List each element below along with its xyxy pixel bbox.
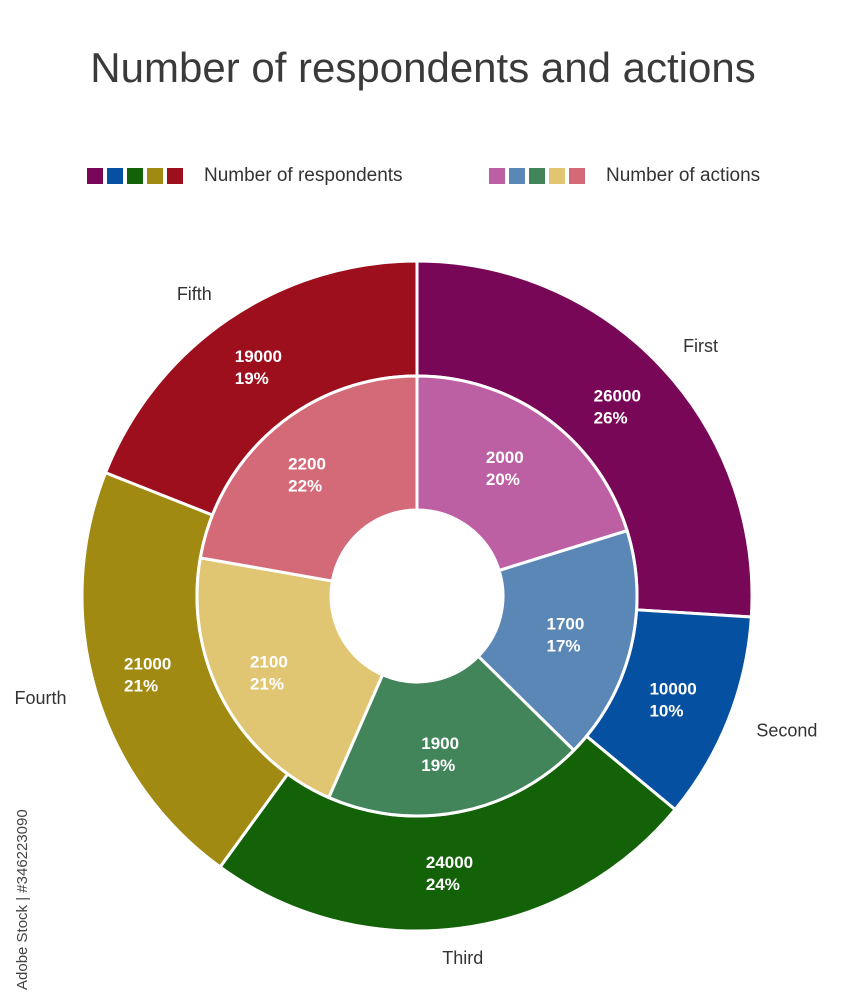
outer-percent-label-first: 26% — [594, 409, 628, 428]
watermark: Adobe Stock | #346223090 — [10, 760, 38, 990]
inner-value-label-third: 1900 — [421, 734, 459, 753]
legend-actions-swatches — [488, 167, 586, 185]
legend-swatch-actions-2 — [508, 167, 526, 185]
inner-percent-label-second: 17% — [546, 637, 580, 656]
inner-percent-label-fourth: 21% — [250, 675, 284, 694]
outer-percent-label-second: 10% — [649, 701, 683, 720]
legend-swatch-respondents-5 — [166, 167, 184, 185]
inner-value-label-second: 1700 — [546, 615, 584, 634]
inner-slice-third — [326, 654, 576, 818]
category-label-fifth: Fifth — [177, 284, 212, 304]
legend-swatch-respondents-3 — [126, 167, 144, 185]
category-label-second: Second — [756, 720, 817, 740]
watermark-text: Adobe Stock | #346223090 — [14, 809, 31, 990]
inner-value-label-fourth: 2100 — [250, 653, 288, 672]
outer-percent-label-third: 24% — [426, 875, 460, 894]
outer-value-label-fourth: 21000 — [124, 655, 171, 674]
legend-swatch-actions-4 — [548, 167, 566, 185]
outer-percent-label-fourth: 21% — [124, 677, 158, 696]
inner-percent-label-first: 20% — [486, 470, 520, 489]
legend-swatch-respondents-4 — [146, 167, 164, 185]
donut-hole — [333, 512, 501, 680]
legend-respondents-swatches — [86, 167, 184, 185]
inner-value-label-fifth: 2200 — [288, 454, 326, 473]
outer-value-label-fifth: 19000 — [235, 347, 282, 366]
legend-swatch-respondents-2 — [106, 167, 124, 185]
inner-percent-label-third: 19% — [421, 756, 455, 775]
legend-swatch-respondents-1 — [86, 167, 104, 185]
chart-title: Number of respondents and actions — [90, 44, 756, 91]
inner-slice-fourth — [195, 556, 385, 800]
category-label-first: First — [683, 336, 718, 356]
legend-label-actions: Number of actions — [606, 165, 761, 186]
inner-value-label-first: 2000 — [486, 448, 524, 467]
legend-swatch-actions-5 — [568, 167, 586, 185]
legend-label-respondents: Number of respondents — [204, 165, 403, 186]
outer-percent-label-fifth: 19% — [235, 369, 269, 388]
legend-actions: Number of actions — [488, 165, 760, 187]
outer-value-label-second: 10000 — [649, 679, 696, 698]
outer-value-label-first: 26000 — [594, 387, 641, 406]
legend-swatch-actions-1 — [488, 167, 506, 185]
category-label-fourth: Fourth — [14, 688, 66, 708]
category-label-third: Third — [442, 948, 483, 968]
legend-respondents: Number of respondents — [86, 165, 403, 187]
inner-slice-second — [476, 528, 639, 753]
inner-slice-fifth — [198, 374, 419, 583]
outer-value-label-third: 24000 — [426, 853, 473, 872]
inner-slice-first — [415, 374, 629, 573]
legend-swatch-actions-3 — [528, 167, 546, 185]
inner-percent-label-fifth: 22% — [288, 476, 322, 495]
